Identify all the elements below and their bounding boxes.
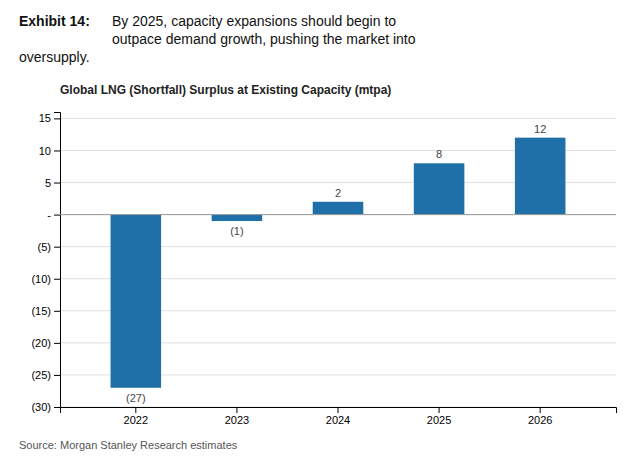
x-tick: 2024 xyxy=(326,407,350,426)
exhibit-label: Exhibit 14: xyxy=(19,13,90,29)
y-tick-label: 10 xyxy=(39,144,51,156)
y-tick-label: 5 xyxy=(45,177,51,189)
y-tick-mark xyxy=(54,118,60,119)
y-tick-label: (10) xyxy=(31,273,51,285)
y-tick-mark xyxy=(54,150,60,151)
y-tick: (15) xyxy=(31,305,60,317)
bar xyxy=(414,163,465,214)
y-tick-mark xyxy=(54,375,60,376)
bar xyxy=(111,215,162,388)
bars xyxy=(111,138,566,388)
y-tick-label: (5) xyxy=(38,241,51,253)
y-axis-line xyxy=(54,113,61,408)
x-tick-label: 2022 xyxy=(124,414,148,426)
chart-title: Global LNG (Shortfall) Surplus at Existi… xyxy=(60,83,391,97)
y-tick-mark xyxy=(54,279,60,280)
zero-line xyxy=(60,214,616,215)
y-tick-label: (25) xyxy=(31,369,51,381)
grid-line xyxy=(60,118,616,119)
grid-line xyxy=(60,214,616,215)
x-tick: 2026 xyxy=(528,407,552,426)
data-label: (27) xyxy=(126,392,146,404)
x-tick-label: 2025 xyxy=(427,414,451,426)
plot: (30)(25)(20)(15)(10)(5)-5101520222023202… xyxy=(31,112,616,425)
data-label: 2 xyxy=(335,187,341,199)
y-tick-label: (20) xyxy=(31,337,51,349)
y-tick-label: 15 xyxy=(39,112,51,124)
y-tick: (10) xyxy=(31,273,60,285)
y-tick-label: (30) xyxy=(31,401,51,413)
y-tick-label: (15) xyxy=(31,305,51,317)
y-tick-mark xyxy=(54,183,60,184)
y-tick: - xyxy=(47,209,60,221)
grid xyxy=(60,118,616,407)
bar xyxy=(515,138,566,215)
x-tick: 2025 xyxy=(427,407,451,426)
bar xyxy=(313,202,364,215)
y-tick-label: - xyxy=(47,209,51,221)
data-labels: (27) (1) 2 8 12 xyxy=(126,123,546,404)
y-axis: (30) (25) (20) (15) (10) (5) - 5 10 15 xyxy=(31,112,60,413)
chart: Exhibit 14: By 2025, capacity expansions … xyxy=(0,0,640,459)
y-tick-mark xyxy=(54,247,60,248)
y-tick-mark xyxy=(54,215,60,216)
data-label: (1) xyxy=(230,225,243,237)
y-tick-mark xyxy=(54,343,60,344)
y-tick-mark xyxy=(54,407,60,408)
x-tick-label: 2023 xyxy=(225,414,249,426)
x-axis: 2022 2023 2024 2025 2026 xyxy=(61,407,617,426)
x-tick: 2023 xyxy=(225,407,249,426)
header: Exhibit 14: By 2025, capacity expansions … xyxy=(19,13,416,65)
x-axis-line xyxy=(61,408,617,414)
x-tick-mark xyxy=(439,407,440,413)
x-tick-mark xyxy=(338,407,339,413)
x-tick-mark xyxy=(135,407,136,413)
headline: outpace demand growth, pushing the marke… xyxy=(112,31,416,47)
y-tick: (20) xyxy=(31,337,60,349)
y-tick: 15 xyxy=(39,112,60,124)
x-tick-mark xyxy=(540,407,541,413)
y-tick: (25) xyxy=(31,369,60,381)
y-tick: (30) xyxy=(31,401,60,413)
headline: oversupply. xyxy=(19,49,90,65)
y-tick: 10 xyxy=(39,144,60,156)
headline: By 2025, capacity expansions should begi… xyxy=(112,13,396,29)
y-tick-mark xyxy=(54,311,60,312)
y-tick: (5) xyxy=(38,241,60,253)
x-tick-mark xyxy=(236,407,237,413)
x-tick: 2022 xyxy=(124,407,148,426)
y-tick: 5 xyxy=(45,177,60,189)
data-label: 12 xyxy=(534,123,546,135)
data-label: 8 xyxy=(436,148,442,160)
source: Source: Morgan Stanley Research estimate… xyxy=(19,439,238,451)
bar xyxy=(212,215,263,221)
x-tick-label: 2026 xyxy=(528,414,552,426)
x-tick-label: 2024 xyxy=(326,414,350,426)
